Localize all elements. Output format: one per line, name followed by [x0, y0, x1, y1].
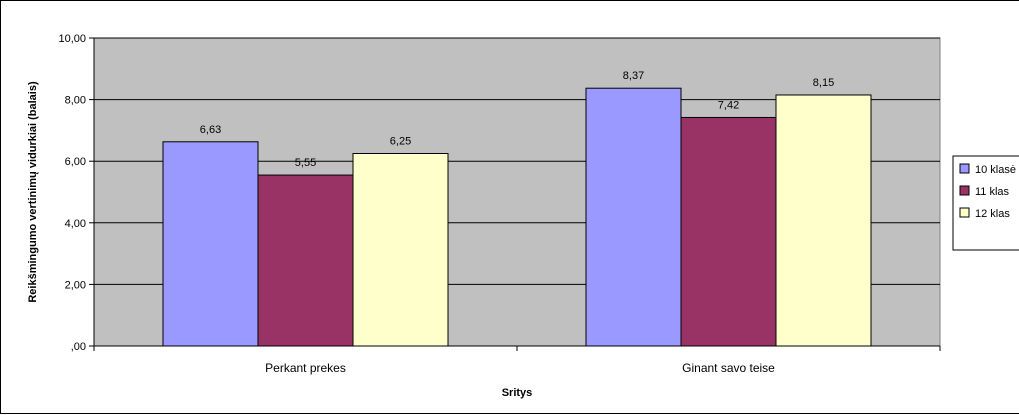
y-tick-label: 4,00 [65, 218, 86, 230]
axes: ,00 2,00 4,00 6,00 8,00 10,00 Perkant prekes Gi… [58, 33, 941, 375]
y-tick-label: 6,00 [65, 156, 86, 168]
legend-label: 11 klas [975, 186, 1010, 198]
data-label: 6,63 [200, 124, 221, 136]
legend-swatch [959, 163, 970, 174]
x-tick-label: Perkant prekes [265, 361, 346, 375]
y-tick-label: 8,00 [65, 95, 86, 107]
legend-label: 12 klas [975, 208, 1010, 220]
bar [162, 141, 259, 347]
data-label: 7,42 [718, 99, 739, 111]
legend: 10 klasė 11 klas 12 klas [952, 155, 1019, 251]
y-tick-label: ,00 [71, 341, 86, 353]
bar [257, 174, 354, 347]
legend-swatch [959, 185, 970, 196]
y-tick-label: 2,00 [65, 279, 86, 291]
bar [680, 116, 777, 347]
bar [585, 87, 682, 347]
x-axis-title: Sritys [502, 387, 533, 399]
data-label: 5,55 [295, 157, 316, 169]
bar [352, 153, 449, 347]
data-label: 8,37 [623, 70, 644, 82]
legend-label: 10 klasė [975, 164, 1016, 176]
data-label: 8,15 [813, 77, 834, 89]
x-tick-label: Ginant savo teise [682, 361, 775, 375]
bars: 6,63 5,55 6,25 8,37 7,42 8,15 [162, 70, 872, 347]
data-label: 6,25 [390, 136, 411, 148]
y-tick-label: 10,00 [58, 33, 86, 45]
y-axis-title: Reikšmingumo vertinimų vidurkiai (balais… [27, 81, 39, 303]
bar [775, 94, 872, 347]
legend-swatch [959, 207, 970, 218]
